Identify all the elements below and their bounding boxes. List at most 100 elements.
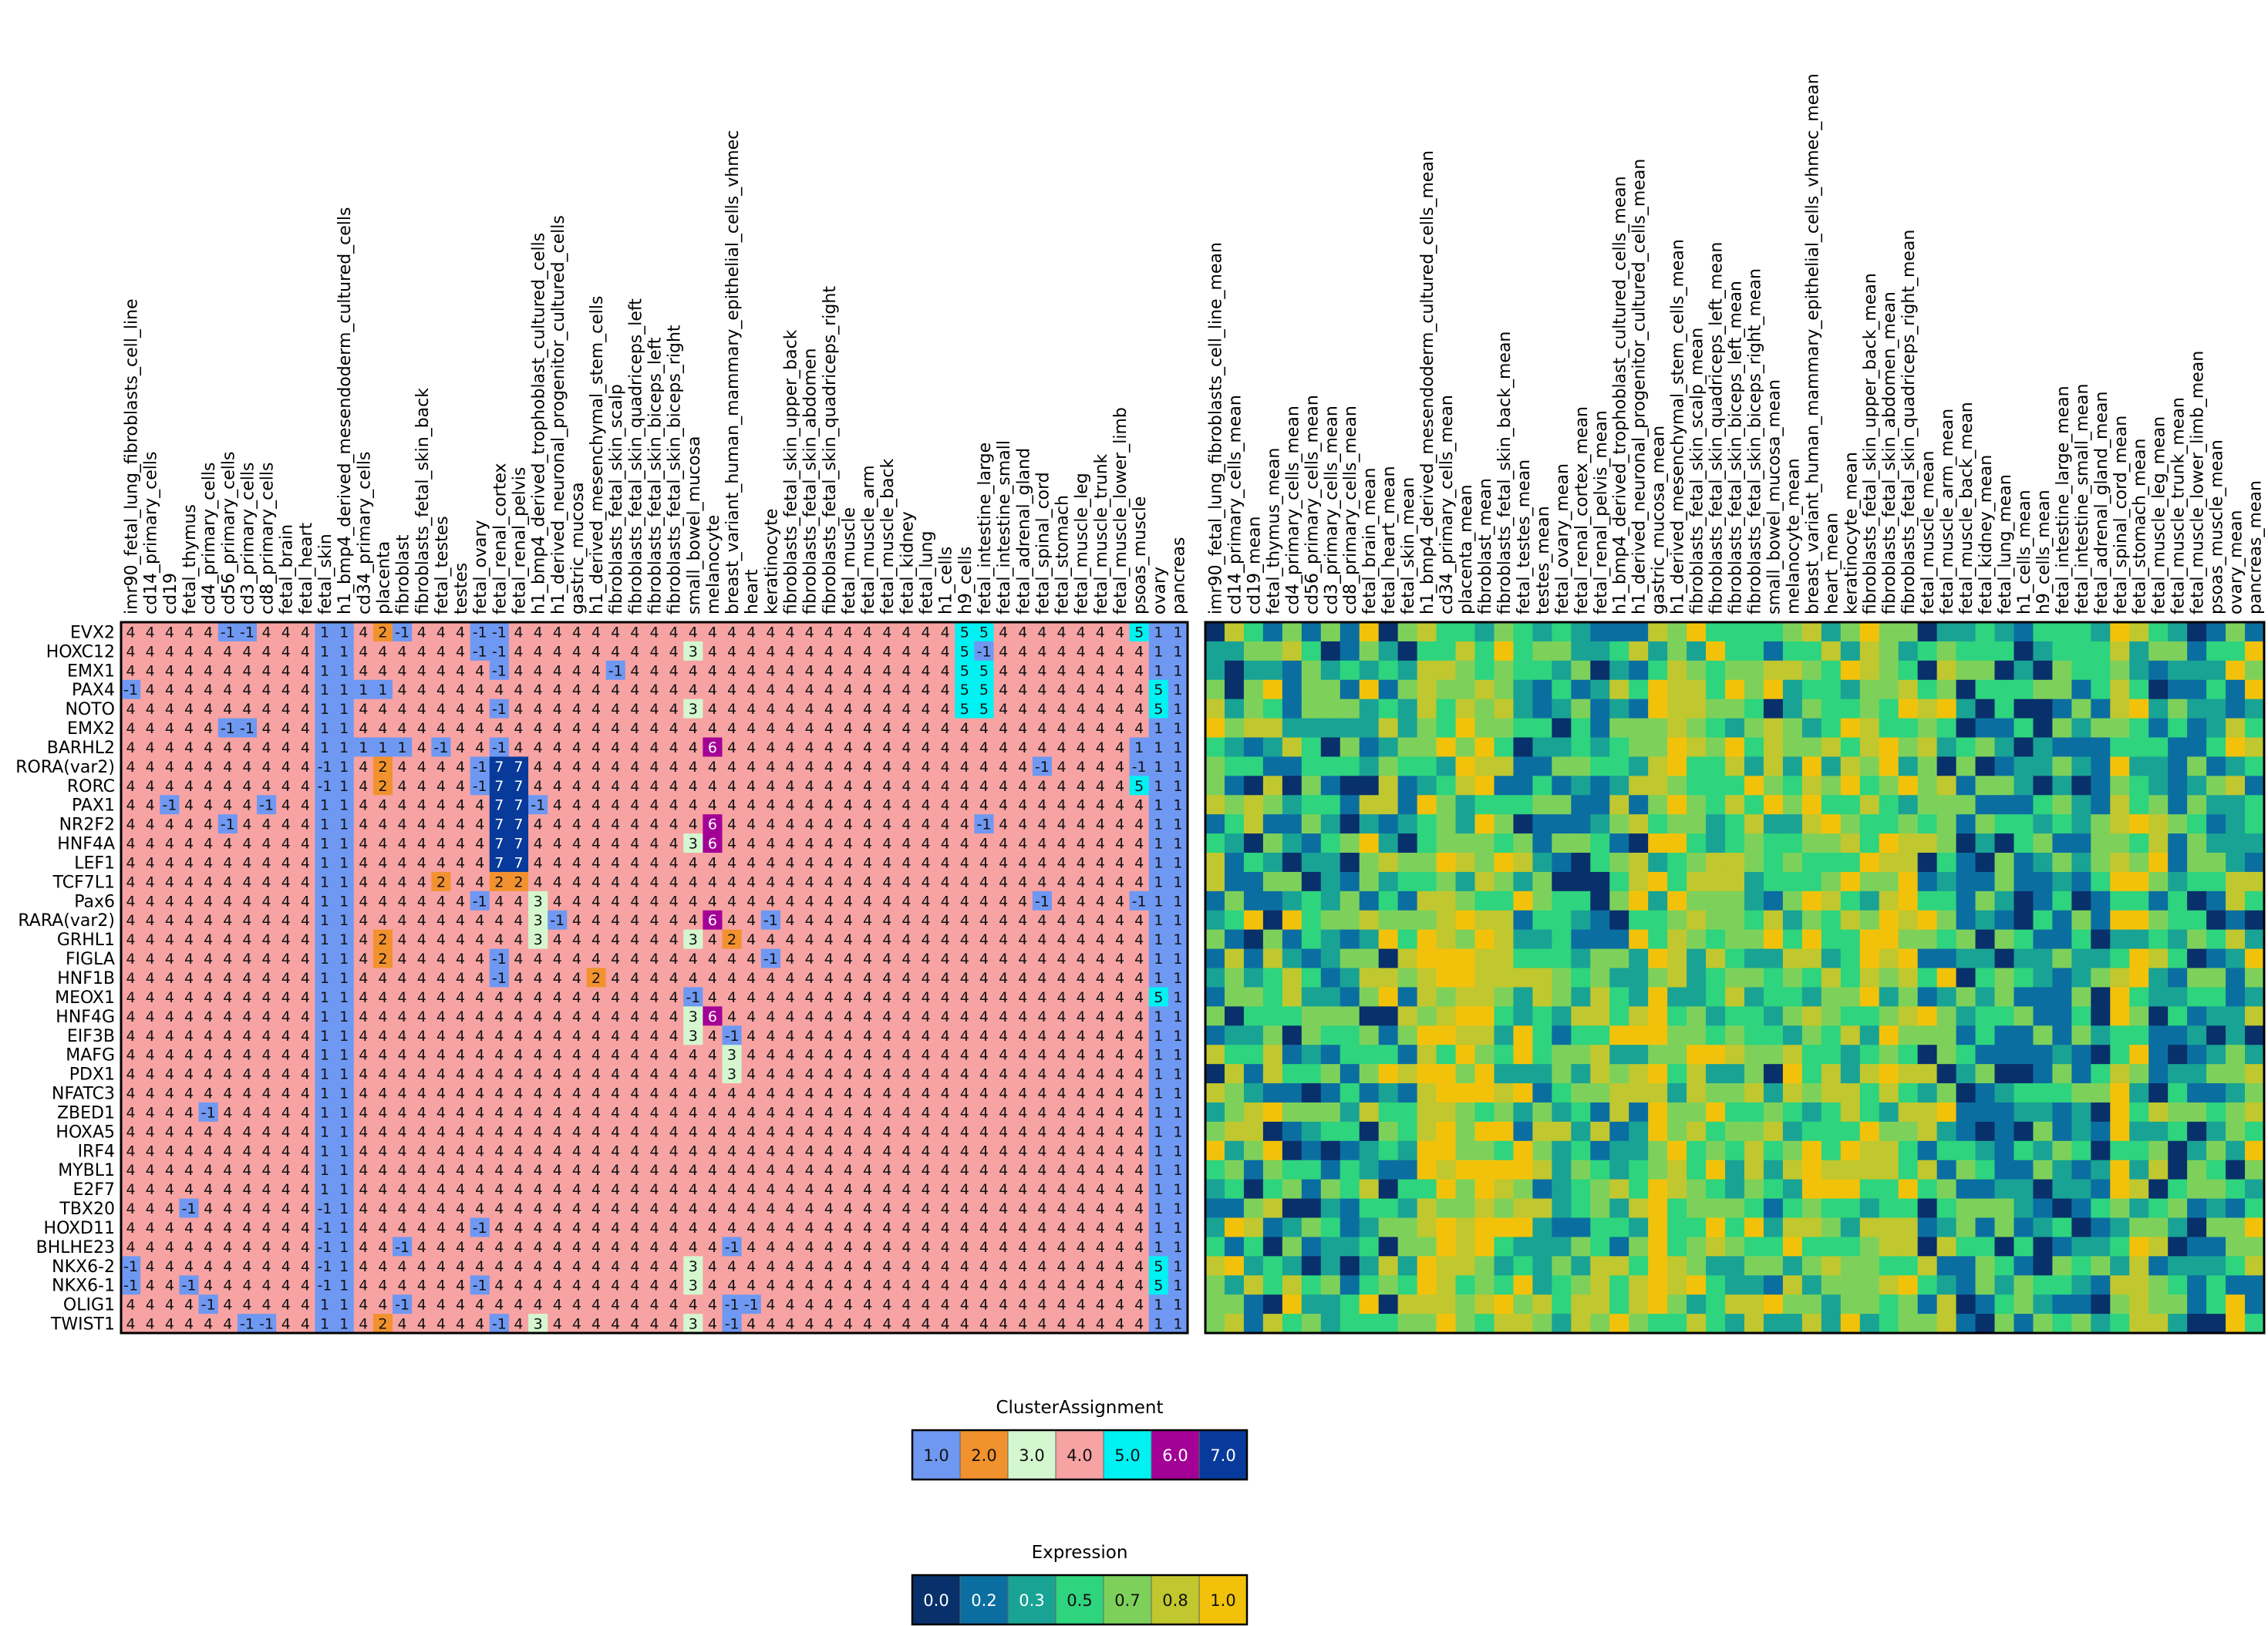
- cluster-cell-label: 4: [456, 1278, 465, 1294]
- cluster-cell-label: 4: [204, 893, 213, 910]
- cluster-cell-label: 4: [649, 701, 659, 718]
- cluster-cell-label: 4: [494, 893, 504, 910]
- cluster-cell-label: 4: [436, 797, 446, 814]
- cluster-cell-label: 4: [301, 1086, 310, 1103]
- expression-cell: [1301, 814, 1322, 834]
- cluster-cell-label: 4: [630, 931, 639, 948]
- cluster-cell-label: 4: [398, 1066, 407, 1083]
- cluster-cell-label: 4: [1018, 1104, 1027, 1121]
- cluster-cell-label: 1: [1173, 1239, 1182, 1256]
- cluster-cell-label: 4: [204, 1047, 213, 1064]
- cluster-cell-label: -1: [492, 970, 507, 987]
- expression-cell: [1782, 660, 1803, 681]
- cluster-cell-label: 4: [999, 1123, 1008, 1140]
- cluster-cell-label: 4: [746, 931, 756, 948]
- cluster-cell-label: 4: [766, 1239, 775, 1256]
- cluster-cell-label: 4: [999, 1162, 1008, 1179]
- cluster-cell: [993, 660, 1014, 681]
- expression-cell: [1801, 814, 1822, 834]
- row-label: TBX20: [59, 1200, 115, 1219]
- cluster-cell-label: 4: [1037, 778, 1046, 795]
- cluster-cell-label: 4: [475, 970, 484, 987]
- cluster-cell-label: 4: [1037, 682, 1046, 699]
- cluster-cell: [683, 622, 703, 642]
- cluster-cell-label: 4: [1077, 816, 1086, 833]
- row-label: MAFG: [66, 1046, 115, 1065]
- expression-cell: [1243, 890, 1264, 911]
- expression-cell: [2110, 833, 2130, 853]
- expression-cell: [1301, 737, 1322, 758]
- expression-cell: [1821, 853, 1842, 873]
- cluster-cell-label: 4: [126, 1047, 136, 1064]
- expression-cell: [1648, 679, 1668, 700]
- expression-cell: [1782, 679, 1803, 700]
- expression-cell: [1609, 814, 1629, 834]
- expression-cell: [1513, 795, 1533, 815]
- cluster-cell-label: 4: [456, 836, 465, 853]
- cluster-cell-label: 1: [320, 1028, 329, 1045]
- cluster-cell-label: 4: [591, 931, 601, 948]
- expression-cell: [1552, 718, 1572, 739]
- cluster-cell-label: 4: [649, 1066, 659, 1083]
- expression-cell: [1667, 795, 1687, 815]
- cluster-cell-label: 4: [746, 797, 756, 814]
- cluster-cell-label: 4: [242, 1239, 251, 1256]
- expression-cell: [1455, 853, 1476, 873]
- cluster-cell-label: 4: [378, 912, 387, 929]
- cluster-cell-label: 4: [572, 1220, 581, 1237]
- cluster-cell: [664, 699, 684, 719]
- expression-cell: [2187, 814, 2207, 834]
- cluster-cell-label: 4: [262, 951, 271, 968]
- cluster-cell-label: 4: [805, 1239, 814, 1256]
- cluster-cell: [470, 622, 490, 642]
- cluster-cell-label: 4: [708, 854, 717, 871]
- cluster-cell-label: 4: [824, 739, 834, 756]
- cluster-cell-label: 2: [436, 874, 446, 890]
- expression-cell: [1687, 641, 1707, 662]
- cluster-cell-label: 4: [126, 1143, 136, 1160]
- cluster-cell-label: 4: [456, 912, 465, 929]
- cluster-cell-label: 4: [553, 931, 562, 948]
- cluster-cell: [295, 641, 316, 662]
- cluster-cell-label: 4: [146, 1258, 155, 1275]
- cluster-cell-label: 4: [126, 931, 136, 948]
- cluster-cell-label: 4: [126, 1181, 136, 1198]
- expression-cell: [2187, 871, 2207, 892]
- cluster-cell-label: 4: [805, 759, 814, 776]
- cluster-cell-label: 4: [456, 624, 465, 641]
- expression-cell: [2014, 622, 2034, 642]
- expression-cell: [1667, 737, 1687, 758]
- cluster-cell-label: 4: [727, 1123, 736, 1140]
- cluster-cell-label: 4: [281, 1008, 291, 1025]
- cluster-cell-label: 4: [1057, 759, 1067, 776]
- cluster-cell-label: 4: [514, 682, 523, 699]
- expression-cell: [1763, 737, 1784, 758]
- cluster-cell-label: 4: [417, 701, 426, 718]
- expression-cell: [2226, 660, 2246, 681]
- expression-cell: [1763, 641, 1784, 662]
- expression-cell: [1262, 699, 1283, 719]
- expression-cell: [2148, 776, 2169, 796]
- cluster-cell-label: 4: [1057, 951, 1067, 968]
- expression-cell: [1801, 641, 1822, 662]
- cluster-cell-label: 4: [494, 931, 504, 948]
- cluster-cell-label: 4: [1018, 912, 1027, 929]
- cluster-cell-label: 4: [146, 662, 155, 679]
- expression-cell: [1840, 871, 1861, 892]
- cluster-cell-label: 4: [999, 1220, 1008, 1237]
- cluster-cell-label: 4: [398, 931, 407, 948]
- cluster-cell-label: 4: [242, 970, 251, 987]
- expression-cell: [2148, 795, 2169, 815]
- cluster-cell-label: 1: [1173, 1181, 1182, 1198]
- expression-cell: [2187, 776, 2207, 796]
- cluster-cell-label: 4: [941, 874, 950, 890]
- cluster-cell-label: 4: [184, 1220, 194, 1237]
- expression-cell: [1821, 660, 1842, 681]
- expression-cell: [1513, 833, 1533, 853]
- cluster-cell: [431, 699, 452, 719]
- expression-cell: [1243, 795, 1264, 815]
- expression-cell: [1725, 871, 1745, 892]
- cluster-cell-label: 4: [242, 1200, 251, 1217]
- cluster-cell-label: 5: [979, 662, 989, 679]
- cluster-cell-label: 2: [514, 874, 523, 890]
